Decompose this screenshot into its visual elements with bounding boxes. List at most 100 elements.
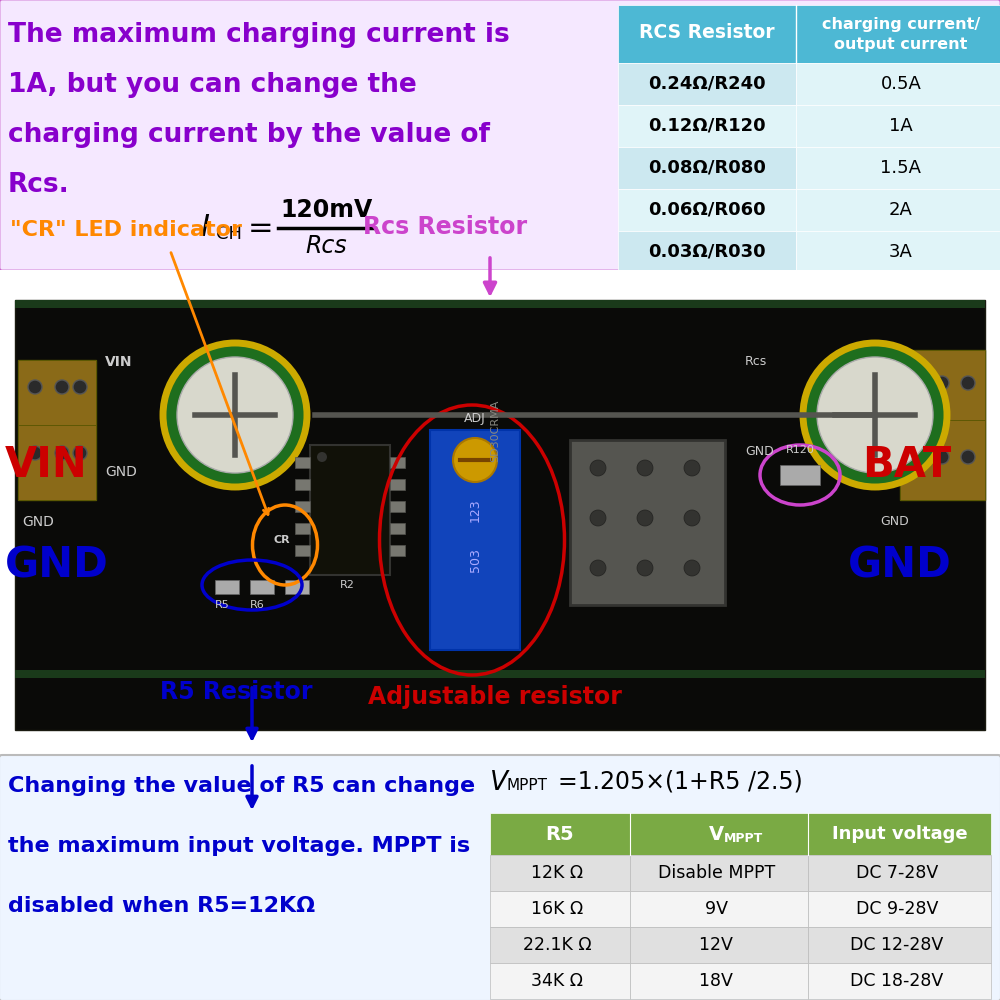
Bar [618, 147, 796, 189]
Text: DC 18-28V: DC 18-28V [850, 972, 949, 990]
Bar [900, 350, 985, 500]
Bar [295, 523, 310, 534]
Circle shape [453, 438, 497, 482]
Bar [430, 430, 520, 650]
Text: =: = [248, 214, 274, 242]
Circle shape [73, 446, 87, 460]
Text: disabled when R5=12KΩ: disabled when R5=12KΩ [8, 896, 315, 916]
Text: GND: GND [848, 544, 952, 586]
Text: VIN: VIN [105, 355, 132, 369]
Circle shape [908, 376, 922, 390]
Text: ADJ: ADJ [464, 412, 486, 425]
Text: V: V [490, 770, 508, 796]
Text: R5 Resistor: R5 Resistor [160, 680, 312, 704]
Text: R5: R5 [215, 600, 230, 610]
Text: =1.205×(1+R5 /2.5): =1.205×(1+R5 /2.5) [558, 770, 803, 794]
Text: RCS Resistor: RCS Resistor [639, 23, 775, 42]
Circle shape [684, 460, 700, 476]
Text: 16K Ω: 16K Ω [531, 900, 589, 918]
Text: Rcs.: Rcs. [8, 172, 70, 198]
Bar [630, 855, 808, 891]
Bar [390, 545, 405, 556]
Bar [295, 545, 310, 556]
Bar [570, 440, 725, 605]
Circle shape [637, 510, 653, 526]
Bar [215, 580, 239, 594]
Bar [630, 927, 808, 963]
Text: charging current/: charging current/ [822, 17, 980, 32]
Text: 0.5A: 0.5A [881, 75, 921, 93]
Bar [808, 927, 991, 963]
Text: CH: CH [216, 225, 242, 243]
Bar [630, 963, 808, 999]
Circle shape [817, 357, 933, 473]
Circle shape [317, 452, 327, 462]
Bar [310, 445, 390, 575]
Text: 0.06Ω/R060: 0.06Ω/R060 [648, 201, 766, 219]
Circle shape [55, 380, 69, 394]
Text: Rcs: Rcs [306, 234, 347, 258]
Circle shape [55, 446, 69, 460]
Circle shape [803, 343, 947, 487]
Text: Changing the value of R5 can change: Changing the value of R5 can change [8, 776, 475, 796]
Text: MPPT: MPPT [724, 832, 763, 846]
Circle shape [935, 450, 949, 464]
Bar [618, 231, 796, 273]
Circle shape [908, 450, 922, 464]
Bar [796, 231, 1000, 273]
Text: 18V: 18V [699, 972, 739, 990]
Text: R6: R6 [250, 600, 265, 610]
Text: MPPT: MPPT [506, 778, 547, 793]
Circle shape [961, 450, 975, 464]
Bar [250, 580, 274, 594]
Bar [18, 425, 96, 500]
Circle shape [73, 380, 87, 394]
Circle shape [684, 510, 700, 526]
Text: Adjustable resistor: Adjustable resistor [368, 685, 622, 709]
Text: 0.03Ω/R030: 0.03Ω/R030 [648, 243, 766, 261]
Bar [630, 891, 808, 927]
Bar [295, 457, 310, 468]
Bar [618, 105, 796, 147]
Bar [900, 350, 985, 420]
Text: Input voltage: Input voltage [832, 825, 967, 843]
Bar [390, 479, 405, 490]
Text: GND: GND [22, 515, 54, 529]
Text: 3A: 3A [889, 243, 913, 261]
Text: 1A: 1A [889, 117, 913, 135]
Circle shape [590, 560, 606, 576]
Bar [490, 855, 630, 891]
Bar [390, 523, 405, 534]
Bar [780, 465, 820, 485]
Text: R2: R2 [340, 580, 355, 590]
Bar [295, 501, 310, 512]
Circle shape [163, 343, 307, 487]
Text: 503: 503 [468, 548, 482, 572]
Text: "CR" LED indicator: "CR" LED indicator [10, 220, 242, 240]
Text: DC 7-28V: DC 7-28V [856, 864, 943, 882]
Text: 1A, but you can change the: 1A, but you can change the [8, 72, 417, 98]
Bar [808, 891, 991, 927]
Circle shape [935, 376, 949, 390]
Text: Rcs: Rcs [745, 355, 767, 368]
Bar [618, 5, 1000, 63]
Bar [796, 63, 1000, 105]
Circle shape [28, 446, 42, 460]
Bar [796, 147, 1000, 189]
Bar [18, 360, 96, 425]
FancyBboxPatch shape [0, 755, 1000, 1000]
Text: GND: GND [105, 465, 137, 479]
Text: The maximum charging current is: The maximum charging current is [8, 22, 510, 48]
Text: VIN: VIN [5, 444, 88, 486]
Bar [808, 855, 991, 891]
Bar [618, 189, 796, 231]
Bar [0, 270, 1000, 300]
Text: CR: CR [274, 535, 290, 545]
Bar [490, 813, 991, 855]
Text: GND: GND [5, 544, 109, 586]
Bar [390, 501, 405, 512]
Text: the maximum input voltage. MPPT is: the maximum input voltage. MPPT is [8, 836, 470, 856]
Text: Disable MPPT: Disable MPPT [658, 864, 780, 882]
Text: 120mV: 120mV [280, 198, 373, 222]
Text: 1.5A: 1.5A [881, 159, 922, 177]
